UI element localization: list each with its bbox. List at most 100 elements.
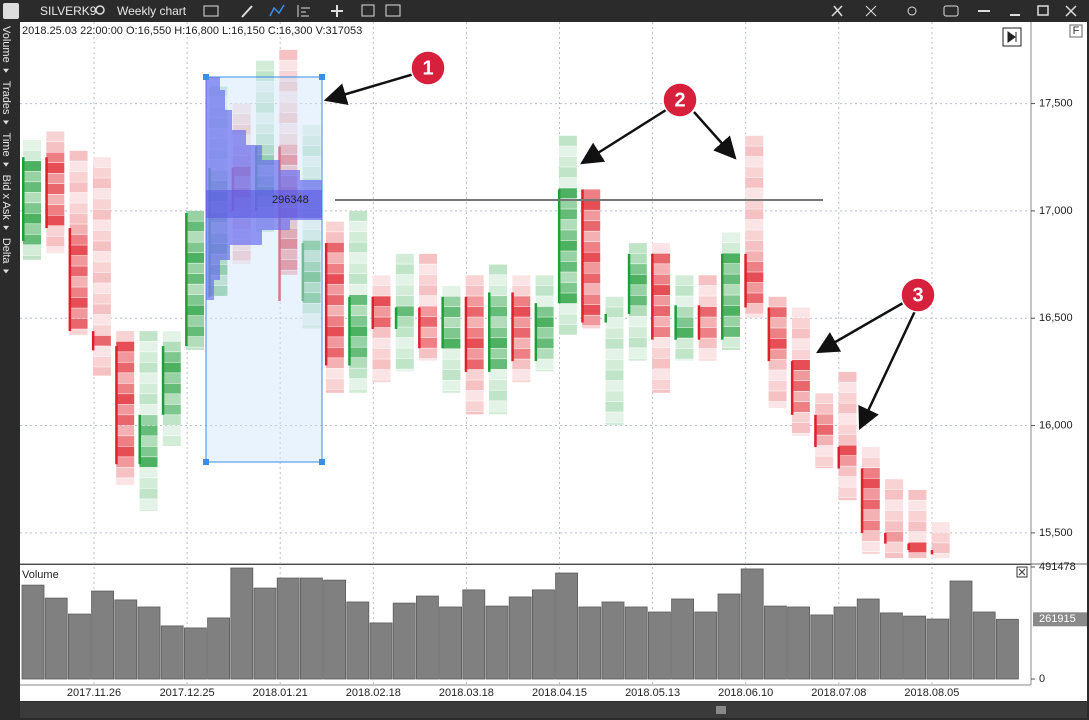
cluster-cell <box>745 272 764 283</box>
sidebar-tab[interactable]: Time <box>0 133 12 157</box>
handle[interactable] <box>319 459 325 465</box>
volume-bar <box>91 590 114 680</box>
cluster-cell <box>628 285 647 296</box>
cluster-cell <box>186 242 205 253</box>
volume-bar <box>555 572 578 680</box>
candle-body <box>534 303 538 362</box>
cluster-cell <box>512 285 531 296</box>
cluster-cell <box>442 349 461 360</box>
tool-icon[interactable] <box>241 5 253 18</box>
arrow <box>580 108 667 165</box>
cluster-cell <box>815 456 834 467</box>
cluster-cell <box>139 352 158 363</box>
tool-icon[interactable] <box>331 5 343 17</box>
cluster-cell <box>745 156 764 167</box>
cluster-cell <box>558 251 577 262</box>
tool-icon[interactable] <box>269 4 285 17</box>
sidebar-tab[interactable]: Delta <box>0 238 12 265</box>
candle-body <box>767 307 771 362</box>
cluster-cell <box>372 327 391 338</box>
cluster <box>92 157 111 376</box>
close[interactable] <box>1065 5 1077 17</box>
cluster-cell <box>512 296 531 307</box>
cluster-cell <box>92 157 111 168</box>
cluster-cell <box>325 274 344 285</box>
volume-tick-label: 0 <box>1039 673 1045 685</box>
cluster-cell <box>558 146 577 157</box>
cluster-cell <box>815 445 834 456</box>
sidebar-tab[interactable]: Trades <box>0 81 12 115</box>
corner-box[interactable] <box>1069 24 1083 38</box>
cluster-cell <box>116 341 135 352</box>
cluster-cell <box>302 272 321 283</box>
cluster-cell <box>302 219 321 230</box>
cluster-cell <box>605 391 624 402</box>
cluster-cell <box>489 275 507 286</box>
cluster-cell <box>908 531 927 542</box>
handle[interactable] <box>319 74 325 80</box>
cluster-cell <box>69 182 88 193</box>
tool-icon[interactable] <box>297 5 310 17</box>
cluster-cell <box>279 270 298 275</box>
maximize[interactable] <box>1037 5 1049 16</box>
cluster-cell <box>861 531 880 542</box>
logo[interactable] <box>3 3 19 19</box>
cluster-cell <box>349 252 368 263</box>
handle[interactable] <box>203 74 209 80</box>
chart-type[interactable]: Weekly chart <box>117 4 187 18</box>
candle-body <box>161 346 165 415</box>
toolbar <box>0 0 1089 22</box>
y-tick-label: 17,500 <box>1039 97 1073 109</box>
cluster-cell <box>186 284 205 295</box>
cluster-cell <box>861 489 880 500</box>
cluster-cell <box>861 447 880 458</box>
cluster-cell <box>465 296 484 307</box>
cluster-cell <box>558 219 577 230</box>
cluster-cell <box>838 424 857 435</box>
search-icon[interactable] <box>95 5 105 15</box>
cluster <box>23 140 41 260</box>
cluster-cell <box>768 370 787 381</box>
cluster-cell <box>279 259 298 270</box>
cluster-cell <box>69 192 88 203</box>
cluster-cell <box>92 209 111 220</box>
cluster-cell <box>582 315 601 326</box>
cluster-cell <box>92 262 111 273</box>
candle-body <box>604 313 607 323</box>
cluster-cell <box>256 144 274 155</box>
scrollbar[interactable] <box>20 702 1087 718</box>
cluster-cell <box>139 457 158 468</box>
x-tick-label: 2017.12.25 <box>160 687 215 699</box>
scroll-thumb[interactable] <box>716 706 726 714</box>
cluster-cell <box>652 337 671 348</box>
cluster-cell <box>372 317 391 328</box>
cluster-cell <box>582 262 601 273</box>
tool-icon[interactable] <box>865 5 877 17</box>
volume-bar <box>578 606 602 680</box>
cluster-cell <box>232 103 251 114</box>
cluster-cell <box>908 500 927 511</box>
cluster-cell <box>372 369 391 380</box>
symbol[interactable]: SILVERK9 <box>40 4 97 18</box>
cluster-cell <box>791 338 810 349</box>
candle-body <box>348 296 351 366</box>
handle[interactable] <box>203 459 209 465</box>
cluster-cell <box>186 210 205 221</box>
candle-body <box>45 157 48 229</box>
tool-icon[interactable] <box>361 4 375 17</box>
tool-icon[interactable] <box>831 5 843 17</box>
camera-icon[interactable] <box>943 5 959 17</box>
tool-icon[interactable] <box>907 6 917 16</box>
cluster-cell <box>92 335 111 346</box>
tool-icon[interactable] <box>385 4 401 17</box>
cluster-cell <box>675 348 694 359</box>
cluster-cell <box>605 349 624 360</box>
cluster-cell <box>605 380 624 391</box>
cluster-cell <box>279 228 298 239</box>
tool-icon[interactable] <box>203 5 219 17</box>
cluster-cell <box>465 359 484 370</box>
cluster-cell <box>885 510 904 521</box>
cluster-cell <box>162 352 181 363</box>
sidebar-tab[interactable]: Bid x Ask <box>0 175 12 221</box>
sidebar-tab[interactable]: Volume <box>0 26 12 63</box>
